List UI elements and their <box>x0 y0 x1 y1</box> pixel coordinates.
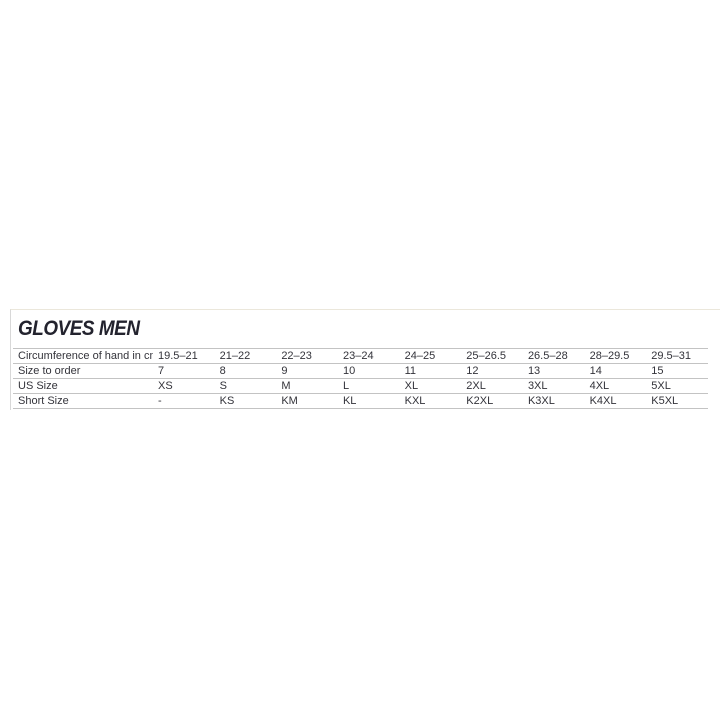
cell-value: K2XL <box>466 395 494 407</box>
row-label: Circumference of hand in cm <box>18 350 153 362</box>
cell-value: K4XL <box>589 395 617 407</box>
cell-value: 24–25 <box>404 350 436 362</box>
size-chart-panel: GLOVES MEN Circumference of hand in cm 19… <box>10 309 720 410</box>
size-chart-table: Circumference of hand in cm 19.5–21 21–22 2… <box>13 348 708 409</box>
cell-value: XL <box>404 380 419 392</box>
size-table-body: Circumference of hand in cm 19.5–21 21–22 2… <box>13 348 708 409</box>
cell-value: 26.5–28 <box>527 350 568 362</box>
cell-value: KS <box>219 395 235 407</box>
cell-value: - <box>158 395 162 407</box>
cell-value: 19.5–21 <box>158 350 198 362</box>
cell-value: 25–26.5 <box>466 350 507 362</box>
row-label: Size to order <box>18 365 81 377</box>
cell-value: 2XL <box>466 380 486 392</box>
cell-value: 12 <box>466 365 479 377</box>
cell-value: 29.5–31 <box>651 350 692 362</box>
cell-value: 5XL <box>651 380 671 392</box>
cell-value: 10 <box>342 365 356 377</box>
cell-value: 21–22 <box>219 350 251 362</box>
table-row: Size to order 7 8 9 10 11 12 13 14 15 <box>13 363 708 379</box>
row-label: US Size <box>18 380 58 392</box>
cell-value: 23–24 <box>342 350 374 362</box>
cell-value: 14 <box>589 365 602 377</box>
cell-value: KL <box>342 395 357 407</box>
cell-value: 8 <box>219 365 226 377</box>
row-label: Short Size <box>18 395 69 407</box>
cell-value: K3XL <box>527 395 555 407</box>
cell-value: KM <box>281 395 298 407</box>
cell-value: S <box>219 380 227 392</box>
cell-value: XS <box>158 380 173 392</box>
cell-value: 9 <box>281 365 288 377</box>
table-row: US Size XS S M L XL 2XL 3XL 4XL 5XL <box>13 378 708 394</box>
cell-value: 3XL <box>527 380 548 392</box>
cell-value: 7 <box>158 365 165 377</box>
cell-value: M <box>281 380 291 392</box>
cell-value: L <box>342 380 350 392</box>
size-chart-title: GLOVES MEN <box>18 317 140 340</box>
cell-value: 15 <box>651 365 664 377</box>
cell-value: K5XL <box>651 395 679 407</box>
cell-value: 13 <box>527 365 541 377</box>
table-row: Circumference of hand in cm 19.5–21 21–22 2… <box>13 348 708 364</box>
cell-value: KXL <box>404 395 426 407</box>
cell-value: 4XL <box>589 380 610 392</box>
cell-value: 11 <box>404 365 417 377</box>
cell-value: 28–29.5 <box>589 350 630 362</box>
table-row: Short Size - KS KM KL KXL K2XL K3XL K4XL K5XL <box>13 393 708 409</box>
cell-value: 22–23 <box>281 350 312 362</box>
